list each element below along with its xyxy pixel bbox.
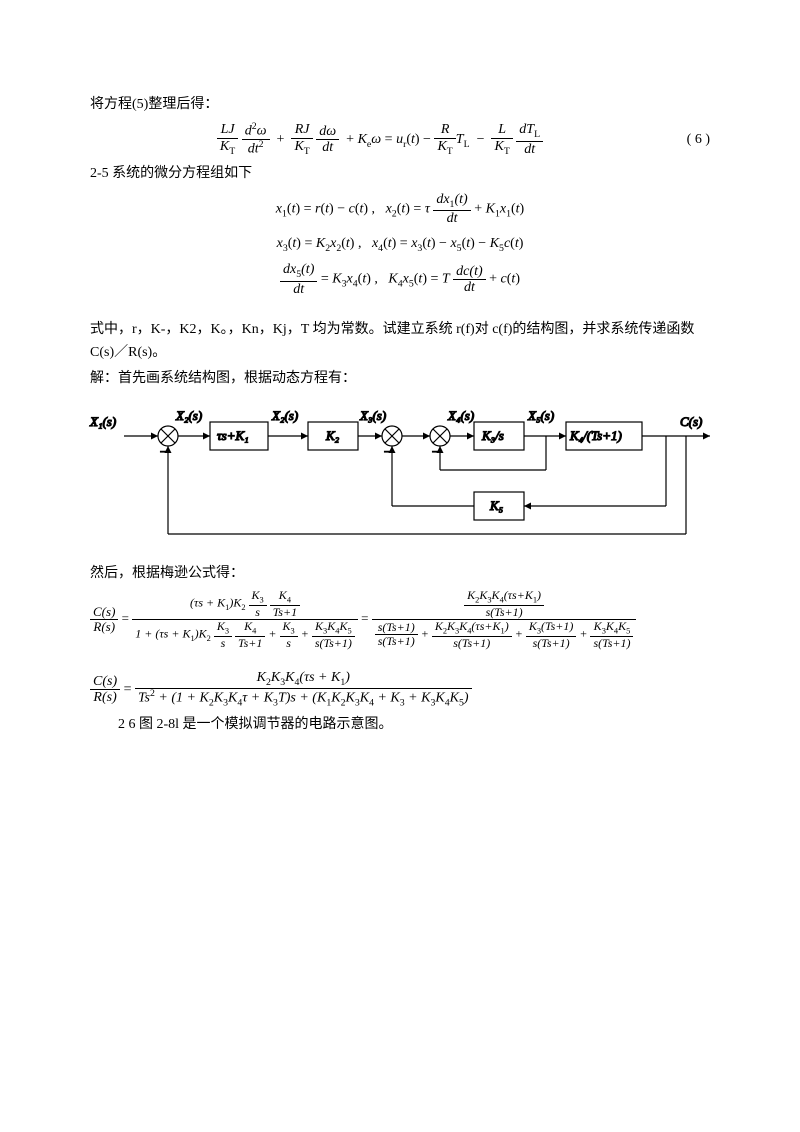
- svg-text:X₄(s): X₄(s): [447, 408, 474, 423]
- svg-text:K₄/(Ts+1): K₄/(Ts+1): [569, 428, 622, 443]
- svg-text:K₂: K₂: [325, 428, 340, 443]
- equation-group-line3: dx5(t)dt = K3x4(t) , K4x5(t) = T dc(t)dt…: [90, 262, 710, 297]
- mason-equation-1: C(s)R(s) = (τs + K1)K2 K3s K4Ts+1 1 + (τ…: [90, 589, 710, 650]
- svg-text:C(s): C(s): [680, 414, 702, 429]
- paragraph-4: 解：首先画系统结构图，根据动态方程有：: [90, 368, 710, 390]
- svg-text:−: −: [432, 444, 439, 459]
- svg-text:X₂(s): X₂(s): [271, 408, 298, 423]
- svg-text:X₂(s): X₂(s): [175, 408, 202, 423]
- mason-equation-2: C(s)R(s) = K2K3K4(τs + K1) Ts2 + (1 + K2…: [90, 670, 710, 710]
- paragraph-5: 然后，根据梅逊公式得：: [90, 563, 710, 585]
- block-diagram: X₁(s) X₂(s) X₂(s) X₃(s) X₄(s) X₅(s) C(s)…: [80, 402, 710, 550]
- equation-6: LJKT d2ωdt2 + RJKT dωdt + Keω = ur(t) − …: [90, 122, 710, 157]
- svg-text:−: −: [160, 444, 167, 459]
- equation-group-line1: x1(t) = r(t) − c(t) , x2(t) = τ dx1(t)dt…: [90, 192, 710, 227]
- equation-group-line2: x3(t) = K2x2(t) , x4(t) = x3(t) − x5(t) …: [90, 233, 710, 256]
- paragraph-2: 2-5 系统的微分方程组如下: [90, 163, 710, 185]
- svg-text:τs+K₁: τs+K₁: [217, 428, 249, 443]
- svg-text:X₅(s): X₅(s): [527, 408, 554, 423]
- svg-text:−: −: [384, 444, 391, 459]
- svg-text:X₁(s): X₁(s): [89, 414, 116, 429]
- svg-text:K₃/s: K₃/s: [481, 428, 504, 443]
- paragraph-1: 将方程(5)整理后得：: [90, 94, 710, 116]
- paragraph-3: 式中，r，K-，K2，K。，Kn，Kj，T 均为常数。试建立系统 r(f)对 c…: [90, 319, 710, 364]
- svg-text:K₅: K₅: [489, 498, 503, 513]
- equation-number-6: ( 6 ): [670, 129, 710, 151]
- paragraph-6: 2 6 图 2-8l 是一个模拟调节器的电路示意图。: [90, 714, 710, 736]
- svg-text:X₃(s): X₃(s): [359, 408, 386, 423]
